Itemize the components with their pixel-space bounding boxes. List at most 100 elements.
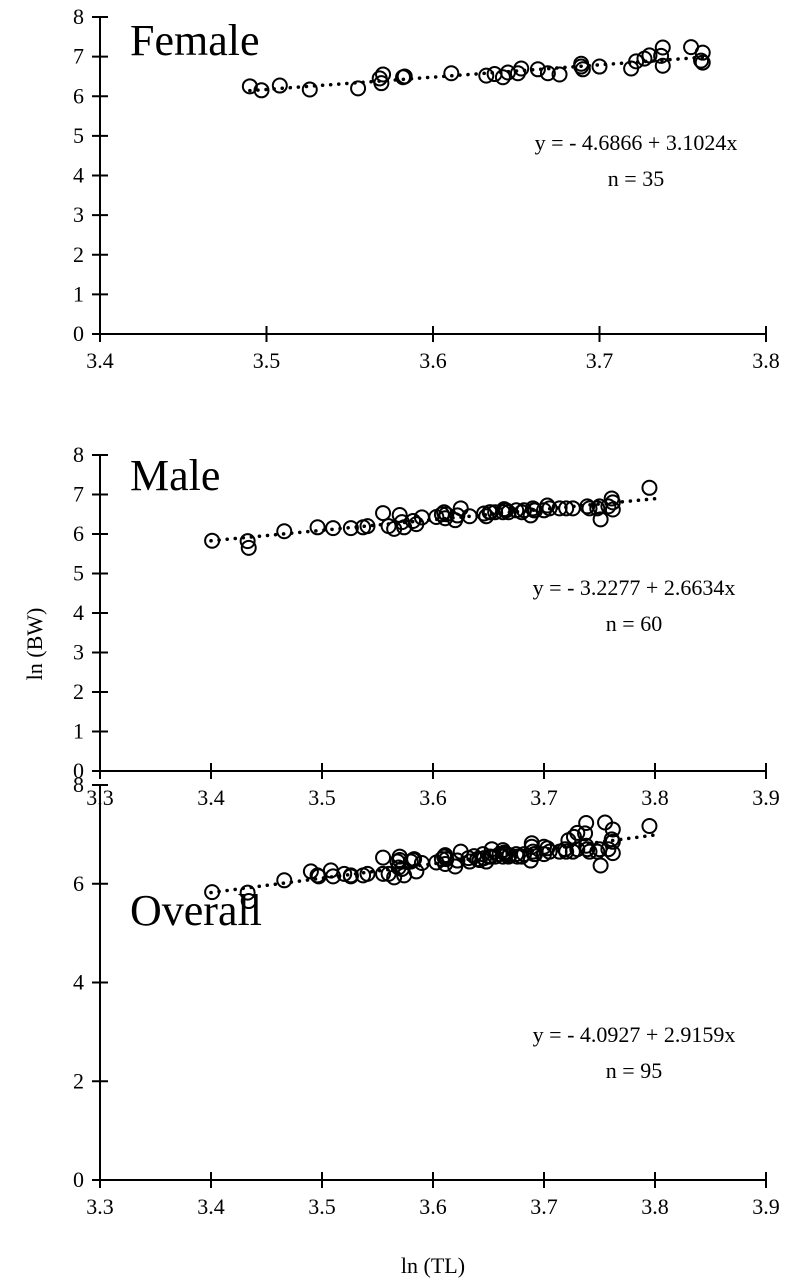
male-data-point — [375, 505, 392, 522]
overall-data-point — [240, 893, 257, 910]
female-data-point — [443, 65, 460, 82]
female-data-point — [653, 47, 670, 64]
male-data-point — [558, 500, 575, 517]
overall-x-tick-label: 3.7 — [530, 1194, 558, 1219]
male-x-tick-label: 3.9 — [752, 785, 780, 810]
female-data-point — [486, 66, 503, 83]
female-data-point — [509, 65, 526, 82]
female-data-point — [641, 47, 658, 64]
male-sample-size: n = 60 — [606, 611, 662, 636]
overall-data-point — [406, 851, 423, 868]
male-y-tick-label: 8 — [73, 442, 84, 467]
male-data-point — [380, 518, 397, 535]
female-data-point — [373, 75, 390, 92]
female-y-tick-label: 2 — [73, 242, 84, 267]
female-data-point — [529, 61, 546, 78]
female-data-point — [694, 54, 711, 71]
male-data-point — [276, 523, 293, 540]
female-y-tick-label: 5 — [73, 123, 84, 148]
male-data-point — [541, 500, 558, 517]
male-data-point — [641, 479, 658, 496]
overall-data-point — [325, 868, 342, 885]
overall-data-point — [461, 853, 478, 870]
overall-data-point — [569, 824, 586, 841]
female-y-tick-label: 4 — [73, 163, 84, 188]
overall-panel-title: Overall — [130, 886, 262, 935]
overall-data-point — [375, 865, 392, 882]
female-data-point — [693, 52, 710, 69]
overall-data-point — [579, 841, 596, 858]
male-x-tick-label: 3.5 — [308, 785, 336, 810]
overall-data-point — [276, 872, 293, 889]
overall-y-tick-label: 0 — [73, 1167, 84, 1192]
male-data-point — [478, 508, 495, 525]
overall-data-point — [436, 848, 453, 865]
overall-sample-size: n = 95 — [606, 1058, 662, 1083]
overall-data-point — [604, 833, 621, 850]
overall-data-point — [592, 857, 609, 874]
male-y-tick-label: 6 — [73, 521, 84, 546]
female-data-point — [654, 39, 671, 56]
y-axis-title: ln (BW) — [22, 608, 47, 681]
female-data-point — [494, 69, 511, 86]
overall-data-point — [239, 884, 256, 901]
female-x-tick-label: 3.6 — [419, 348, 447, 373]
male-x-tick-label: 3.8 — [641, 785, 669, 810]
overall-data-point — [578, 815, 595, 832]
x-axis-title: ln (TL) — [401, 1253, 465, 1278]
male-data-point — [433, 506, 450, 523]
overall-data-point — [359, 865, 376, 882]
female-x-tick-label: 3.5 — [253, 348, 281, 373]
male-data-point — [604, 494, 621, 511]
overall-y-tick-label: 4 — [73, 970, 84, 995]
male-y-tick-label: 3 — [73, 640, 84, 665]
male-y-tick-label: 7 — [73, 482, 84, 507]
overall-data-point — [469, 851, 486, 868]
overall-x-tick-label: 3.3 — [86, 1194, 114, 1219]
male-data-point — [309, 519, 326, 536]
female-x-tick-label: 3.4 — [86, 348, 114, 373]
overall-data-point — [558, 843, 575, 860]
overall-y-tick-label: 2 — [73, 1068, 84, 1093]
male-data-point — [592, 511, 609, 528]
male-x-tick-label: 3.4 — [197, 785, 225, 810]
overall-data-point — [641, 817, 658, 834]
male-data-point — [405, 512, 422, 529]
male-equation: y = - 3.2277 + 2.6634x — [533, 575, 736, 600]
male-data-point — [589, 500, 606, 517]
female-data-point — [253, 82, 270, 99]
male-data-point — [342, 520, 359, 537]
male-panel-title: Male — [130, 451, 220, 500]
male-data-point — [240, 539, 257, 556]
female-data-point — [271, 77, 288, 94]
female-data-point — [513, 60, 530, 77]
overall-data-point — [375, 849, 392, 866]
overall-data-point — [204, 884, 221, 901]
male-x-tick-label: 3.6 — [419, 785, 447, 810]
overall-data-point — [536, 838, 552, 855]
male-data-point — [604, 501, 621, 518]
male-data-point — [447, 512, 464, 529]
overall-data-point — [380, 865, 397, 882]
female-y-tick-label: 6 — [73, 83, 84, 108]
male-data-point — [581, 500, 598, 517]
female-data-point — [350, 80, 367, 97]
male-y-tick-label: 4 — [73, 600, 84, 625]
overall-data-point — [581, 843, 598, 860]
overall-x-tick-label: 3.5 — [308, 1194, 336, 1219]
overall-data-point — [447, 858, 464, 875]
female-data-point — [591, 58, 608, 75]
female-data-point — [551, 66, 568, 83]
female-data-point — [539, 65, 556, 82]
overall-data-point — [342, 868, 359, 885]
female-sample-size: n = 35 — [608, 166, 664, 191]
female-x-tick-label: 3.7 — [586, 348, 614, 373]
female-data-point — [301, 81, 318, 98]
panel-female: 0 1 2 3 4 5 6 7 8 3.4 3.5 3.6 3.7 3.8 Female y = - 4.68… — [73, 4, 780, 373]
overall-data-point — [604, 845, 621, 862]
female-data-point — [574, 61, 591, 78]
female-y-tick-label: 3 — [73, 202, 84, 227]
male-y-tick-label: 1 — [73, 719, 84, 744]
